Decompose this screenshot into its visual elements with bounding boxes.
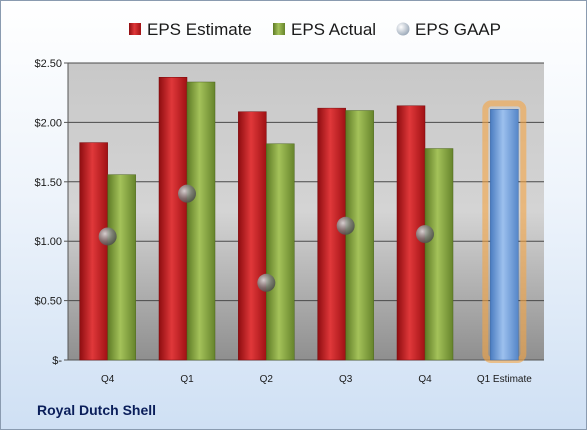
y-tick-label: $2.50 [34, 58, 62, 70]
legend-label: EPS GAAP [415, 20, 501, 39]
point-eps-gaap [178, 184, 196, 203]
bar-eps-forecast [490, 109, 519, 361]
legend-swatch-eps-estimate [129, 23, 141, 35]
bar-eps-estimate [317, 107, 346, 361]
bar-eps-actual [266, 143, 295, 361]
x-tick-label: Q1 [180, 374, 194, 385]
bar-eps-actual [107, 174, 136, 361]
legend-label: EPS Actual [291, 20, 376, 39]
company-name: Royal Dutch Shell [37, 402, 157, 418]
bar-eps-actual [345, 110, 374, 361]
bar-eps-actual [424, 148, 454, 361]
legend-swatch-eps-actual [273, 23, 285, 35]
plot-area [68, 63, 544, 360]
y-tick-label: $1.00 [34, 236, 62, 248]
bar-eps-estimate [158, 77, 188, 361]
bar-eps-actual [186, 81, 216, 361]
point-eps-gaap [98, 227, 117, 246]
x-tick-label: Q2 [260, 374, 274, 385]
y-tick-label: $- [52, 355, 62, 367]
y-tick-label: $0.50 [34, 296, 62, 308]
x-tick-label: Q4 [101, 374, 115, 385]
bar-eps-estimate [238, 111, 267, 361]
x-tick-label: Q1 Estimate [477, 374, 532, 385]
y-tick-label: $1.50 [34, 177, 62, 189]
point-eps-gaap [416, 225, 434, 244]
legend-label: EPS Estimate [147, 20, 252, 39]
point-eps-gaap [257, 273, 276, 292]
x-tick-label: Q4 [418, 374, 432, 385]
legend-swatch-eps-gaap [396, 22, 410, 36]
y-tick-label: $2.00 [34, 117, 62, 129]
bar-eps-estimate [79, 142, 108, 361]
x-tick-label: Q3 [339, 374, 353, 385]
point-eps-gaap [336, 216, 355, 235]
